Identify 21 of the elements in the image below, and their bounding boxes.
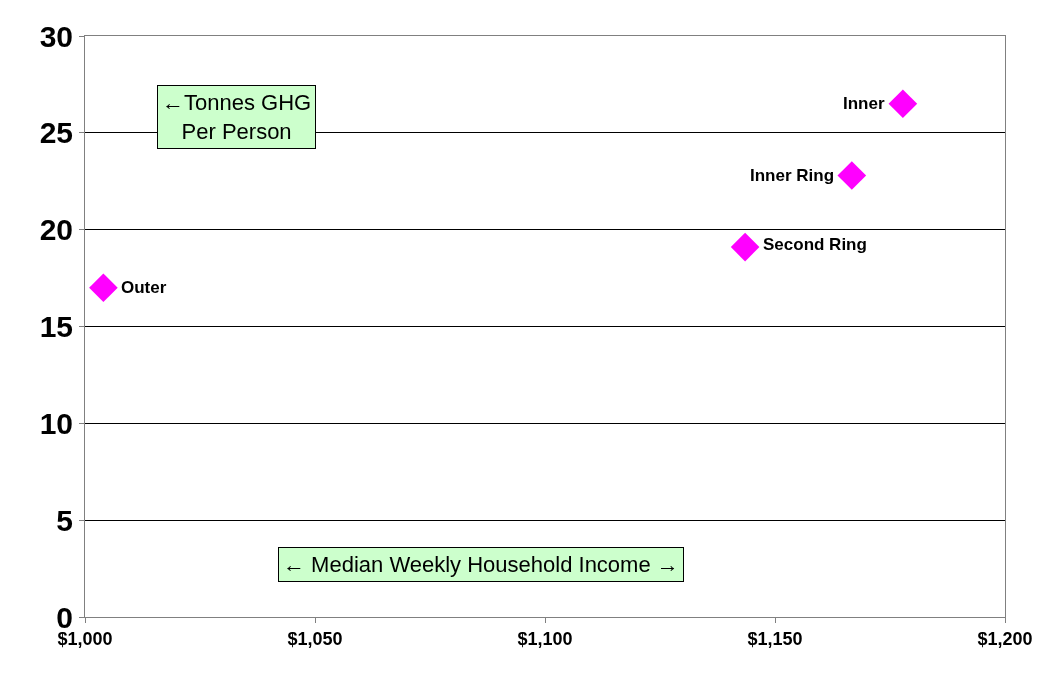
x-tick-label: $1,000 [57, 628, 113, 649]
x-tick-label: $1,100 [517, 628, 573, 649]
x-tick-label: $1,200 [977, 628, 1033, 649]
y-tick-label: 5 [56, 503, 73, 537]
annotation: Outer [121, 278, 167, 297]
y-tick-label: 30 [39, 19, 73, 53]
y-tick-label: 20 [39, 213, 73, 247]
x-tick-label: $1,050 [287, 628, 343, 649]
annotation: Second Ring [763, 235, 867, 254]
x-axis-title: ← Median Weekly Household Income → [283, 552, 679, 577]
y-axis-title: ←Tonnes GHG Per Person [162, 90, 312, 144]
annotation: Inner Ring [750, 166, 835, 185]
point [888, 89, 918, 119]
y-tick-label: 10 [39, 406, 73, 440]
annotation: Inner [843, 94, 885, 113]
y-tick-label: 15 [39, 310, 73, 343]
point [837, 161, 867, 190]
y-tick-label: 25 [39, 116, 73, 150]
point [89, 273, 118, 303]
x-tick-label: $1,150 [747, 628, 803, 649]
point [730, 232, 760, 262]
